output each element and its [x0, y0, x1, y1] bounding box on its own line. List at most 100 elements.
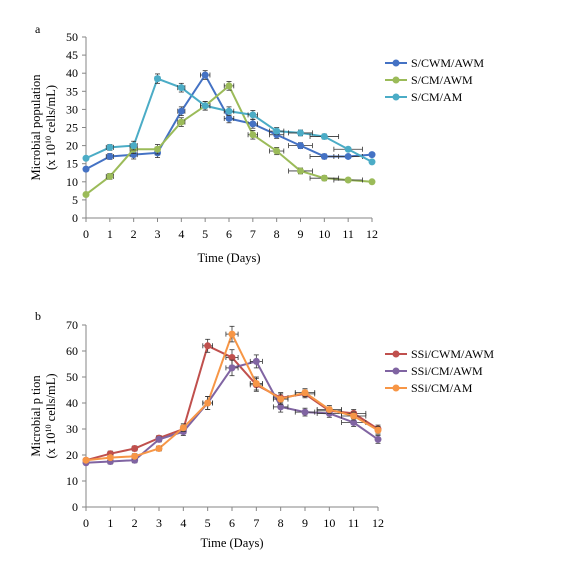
- data-point: [228, 354, 236, 361]
- legend-label: SSi/CM/AWM: [411, 364, 483, 378]
- y-axis-title: Microbial population(x 1010 cells/mL): [29, 74, 58, 181]
- y-tick-label: 10: [66, 175, 78, 189]
- x-tick-label: 5: [202, 227, 208, 241]
- data-point: [177, 84, 185, 92]
- data-point: [154, 145, 161, 153]
- legend-label: SSi/CM/AM: [411, 381, 473, 395]
- legend-marker: [392, 76, 400, 84]
- data-point: [344, 145, 352, 153]
- data-point: [106, 454, 114, 462]
- data-point: [368, 178, 376, 186]
- y-tick-label: 70: [66, 318, 78, 332]
- x-tick-label: 2: [132, 516, 138, 530]
- data-point: [155, 435, 163, 443]
- x-tick-label: 1: [107, 516, 113, 530]
- data-point: [249, 120, 257, 128]
- x-tick-label: 4: [178, 227, 184, 241]
- y-tick-label: 40: [66, 396, 78, 410]
- data-point: [179, 424, 187, 432]
- data-point: [277, 403, 285, 411]
- data-point: [225, 82, 233, 90]
- data-point: [249, 131, 257, 139]
- panel-label: a: [35, 22, 41, 36]
- y-axis-title-unit: cells/mL): [44, 373, 58, 424]
- data-point: [201, 71, 209, 79]
- data-point: [228, 364, 236, 372]
- y-tick-label: 30: [66, 102, 78, 116]
- legend-label: SSi/CWM/AWM: [411, 347, 494, 361]
- data-point: [350, 412, 358, 420]
- data-point: [368, 158, 376, 166]
- data-point: [320, 152, 328, 160]
- y-axis-title: Microbial p tion(x 1010 cells/mL): [29, 373, 58, 458]
- y-tick-label: 0: [72, 500, 78, 514]
- x-tick-label: 8: [274, 227, 280, 241]
- y-axis-title-exponent: 10: [44, 424, 53, 432]
- x-tick-label: 5: [205, 516, 211, 530]
- x-tick-label: 11: [342, 227, 354, 241]
- x-tick-label: 2: [131, 227, 137, 241]
- legend-label: S/CWM/AWM: [411, 56, 484, 70]
- x-tick-label: 6: [229, 516, 235, 530]
- legend-marker: [392, 350, 400, 358]
- data-point: [273, 127, 281, 135]
- y-tick-label: 60: [66, 344, 78, 358]
- x-tick-label: 7: [253, 516, 259, 530]
- y-tick-label: 0: [72, 211, 78, 225]
- x-tick-label: 7: [250, 227, 256, 241]
- y-axis-title-line-1: Microbial p tion: [29, 375, 43, 457]
- y-tick-label: 5: [72, 193, 78, 207]
- x-tick-label: 10: [323, 516, 335, 530]
- x-tick-label: 3: [156, 516, 162, 530]
- data-point: [350, 419, 358, 426]
- data-point: [320, 174, 328, 182]
- y-tick-label: 20: [66, 139, 78, 153]
- y-tick-label: 15: [66, 157, 78, 171]
- legend-marker: [392, 367, 400, 375]
- legend-label: S/CM/AWM: [411, 73, 473, 87]
- data-point: [344, 152, 352, 160]
- data-point: [297, 142, 304, 150]
- x-axis-title: Time (Days): [197, 251, 260, 265]
- data-point: [320, 133, 328, 141]
- data-point: [177, 107, 185, 115]
- data-point: [301, 389, 309, 397]
- legend-marker: [392, 59, 400, 67]
- x-tick-label: 0: [83, 516, 89, 530]
- x-axis-title: Time (Days): [200, 536, 263, 550]
- data-point: [82, 154, 90, 162]
- data-point: [154, 75, 161, 83]
- y-axis-title-line-2: (x 10: [44, 144, 58, 170]
- data-point: [252, 380, 260, 387]
- y-tick-label: 25: [66, 121, 78, 135]
- series-SSi/CM/AM: [82, 325, 382, 464]
- y-tick-label: 45: [66, 48, 78, 62]
- data-point: [82, 190, 90, 198]
- y-axis-title-unit: cells/mL): [44, 85, 58, 136]
- x-tick-label: 12: [366, 227, 378, 241]
- data-point: [297, 167, 304, 175]
- y-axis-title-line-2: (x 10: [44, 432, 58, 458]
- x-tick-label: 9: [298, 227, 304, 241]
- data-point: [301, 408, 309, 416]
- x-tick-label: 1: [107, 227, 113, 241]
- data-point: [130, 142, 138, 150]
- y-tick-label: 35: [66, 84, 78, 98]
- x-tick-label: 4: [180, 516, 186, 530]
- x-tick-label: 12: [372, 516, 384, 530]
- data-point: [131, 452, 139, 460]
- series-S/CM/AM: [82, 73, 376, 166]
- legend-marker: [392, 384, 400, 392]
- data-point: [249, 111, 257, 119]
- x-tick-label: 6: [226, 227, 232, 241]
- x-tick-label: 3: [155, 227, 161, 241]
- data-point: [204, 342, 212, 350]
- x-tick-label: 11: [348, 516, 360, 530]
- data-point: [228, 330, 236, 338]
- data-point: [177, 118, 185, 126]
- data-point: [297, 129, 304, 137]
- data-point: [82, 456, 90, 464]
